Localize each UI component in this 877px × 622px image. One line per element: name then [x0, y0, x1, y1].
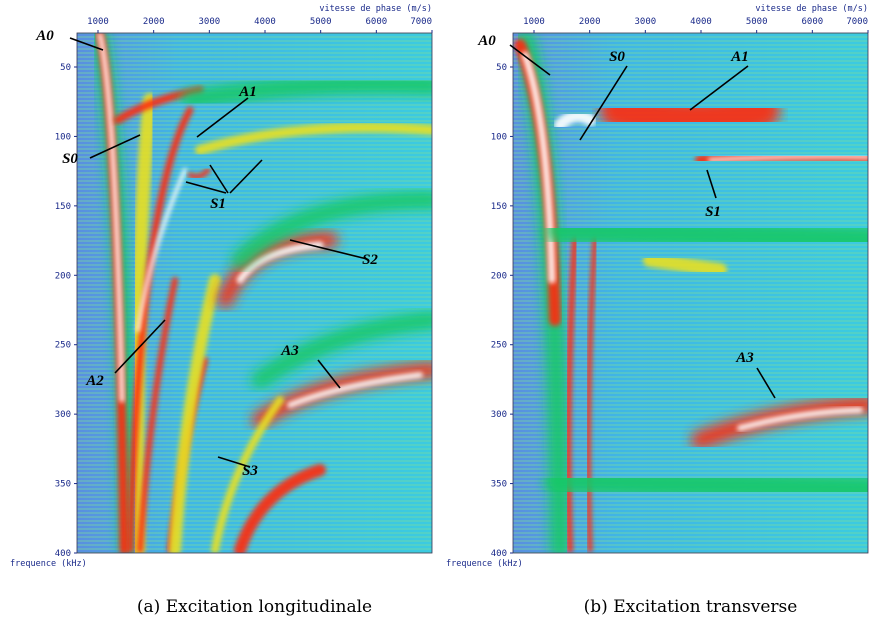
y-tick-label: 400 — [55, 549, 71, 559]
annotation-label: A3 — [735, 350, 754, 366]
mode-band — [180, 74, 432, 110]
y-tick-label: 200 — [491, 271, 507, 281]
annotation-line — [289, 239, 368, 260]
y-tick-label: 250 — [55, 341, 71, 351]
mode-band — [130, 93, 157, 553]
caption: (a) Excitation longitudinale — [137, 597, 372, 617]
y-axis-label: frequence (kHz) — [446, 559, 523, 569]
x-tick-label: 6000 — [365, 17, 387, 27]
heatmap — [513, 33, 868, 553]
mode-band — [545, 465, 868, 505]
y-tick-label: 200 — [55, 271, 71, 281]
x-tick-label: 1000 — [523, 17, 545, 27]
y-tick-label: 350 — [55, 480, 71, 490]
mode-band — [136, 168, 187, 332]
annotation-label: A1 — [238, 84, 257, 100]
x-tick-label: 3000 — [198, 17, 220, 27]
mode-band — [234, 464, 326, 553]
annotation-line — [114, 319, 166, 374]
x-tick-label: 1000 — [87, 17, 109, 27]
annotation-line — [689, 65, 749, 111]
y-tick-label: 300 — [55, 410, 71, 420]
mode-band — [217, 232, 338, 308]
mode-band — [545, 215, 868, 255]
annotation-label: S3 — [242, 463, 258, 479]
mode-band — [187, 167, 211, 180]
annotation-line — [706, 169, 717, 199]
y-tick-label: 50 — [60, 63, 71, 73]
x-axis-label: vitesse de phase (m/s) — [319, 4, 432, 14]
annotation-label: S1 — [705, 204, 721, 220]
x-axis-label: vitesse de phase (m/s) — [755, 4, 868, 14]
mode-band — [211, 396, 284, 553]
mode-band — [554, 110, 596, 131]
mode-band — [565, 237, 578, 553]
mode-band — [708, 154, 868, 162]
x-tick-label: 7000 — [846, 17, 868, 27]
plot-frame — [76, 32, 433, 554]
annotation-label: A2 — [85, 373, 104, 389]
mode-band — [169, 274, 221, 553]
annotation-label: S1 — [210, 196, 226, 212]
annotation-label: S2 — [362, 252, 378, 268]
y-tick-label: 100 — [491, 132, 507, 142]
x-tick-label: 3000 — [634, 17, 656, 27]
mode-band — [251, 311, 432, 389]
x-tick-label: 2000 — [143, 17, 165, 27]
mode-band — [737, 407, 863, 431]
annotation-label: A0 — [35, 28, 54, 44]
annotation-line — [229, 159, 263, 194]
mode-band — [287, 372, 423, 408]
panel: 1000 2000 3000 4000 5000 6000 7000 50 100 150 200 2… — [446, 4, 869, 617]
x-tick-label: 7000 — [410, 17, 432, 27]
annotation-line — [196, 97, 249, 138]
annotation-line — [69, 37, 104, 51]
mode-band — [585, 237, 598, 553]
annotation-line — [185, 181, 227, 194]
annotation-label: S0 — [62, 151, 78, 167]
mode-band — [643, 253, 727, 277]
annotation-label: A0 — [477, 33, 496, 49]
y-tick-label: 250 — [491, 341, 507, 351]
mode-band — [231, 191, 432, 269]
y-axis-label: frequence (kHz) — [10, 559, 87, 569]
y-tick-label: 150 — [491, 202, 507, 212]
annotation-line — [509, 44, 551, 76]
annotation-line — [89, 134, 141, 159]
annotation-line — [317, 359, 341, 389]
annotation-line — [579, 65, 628, 141]
mode-band — [600, 90, 780, 140]
y-tick-label: 400 — [491, 549, 507, 559]
panel: 1000 2000 3000 4000 5000 6000 7000 50 100 150 200 2… — [10, 4, 433, 617]
annotation-line — [209, 164, 229, 194]
y-tick-label: 300 — [491, 410, 507, 420]
heatmap — [77, 33, 432, 553]
x-tick-label: 6000 — [801, 17, 823, 27]
y-tick-label: 50 — [496, 63, 507, 73]
mode-band — [236, 241, 324, 284]
x-tick-label: 2000 — [579, 17, 601, 27]
annotation-line — [756, 367, 776, 399]
mode-band — [137, 277, 178, 553]
annotation-label: S0 — [609, 49, 625, 65]
annotation-line — [217, 456, 251, 468]
plot-frame — [512, 32, 869, 554]
y-tick-label: 350 — [491, 480, 507, 490]
x-tick-label: 4000 — [690, 17, 712, 27]
x-tick-label: 5000 — [310, 17, 332, 27]
annotation-label: A3 — [280, 343, 299, 359]
mode-band — [195, 122, 432, 155]
x-tick-label: 4000 — [254, 17, 276, 27]
annotation-label: A1 — [730, 49, 749, 65]
y-tick-label: 150 — [55, 202, 71, 212]
x-tick-label: 5000 — [746, 17, 768, 27]
caption: (b) Excitation transverse — [584, 597, 798, 617]
y-tick-label: 100 — [55, 132, 71, 142]
mode-band — [97, 33, 125, 403]
